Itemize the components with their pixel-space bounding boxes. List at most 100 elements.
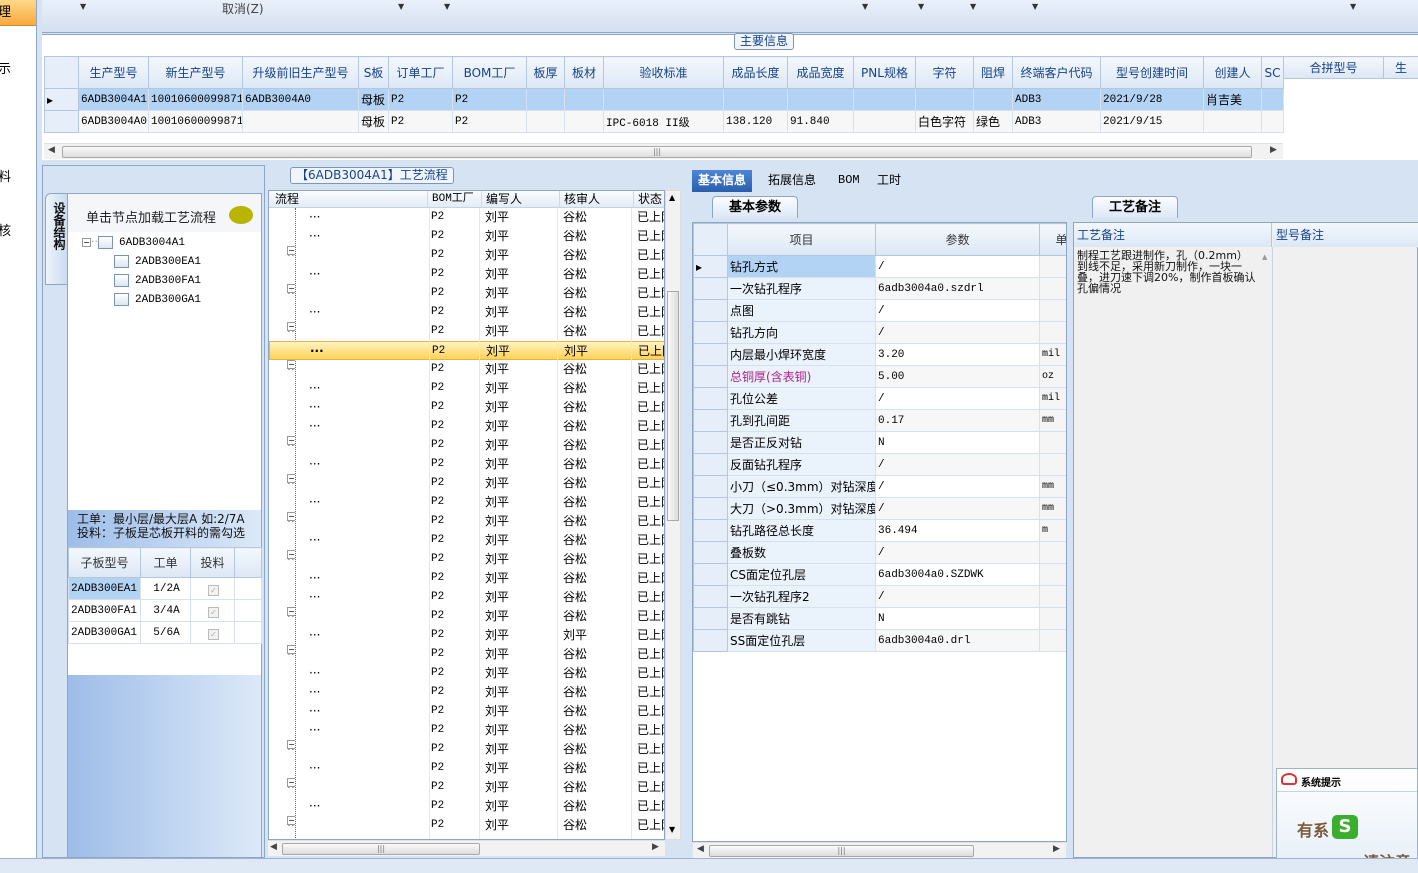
param-row[interactable]: 反面钻孔程序 / xyxy=(693,453,1066,476)
column-header[interactable]: 新生产型号 xyxy=(148,56,243,89)
process-row[interactable]: ··· 减薄铜1 P2 刘平 谷松 已上网 xyxy=(269,797,664,816)
process-row[interactable]: ··· 陶瓷磨板 P2 刘平 谷松 已上网 xyxy=(269,759,664,778)
param-value[interactable]: 6adb3004a0.szdrl xyxy=(875,277,1040,300)
dropdown-arrow-icon[interactable]: ▼ xyxy=(970,2,977,11)
nav-item-0[interactable]: 理 xyxy=(0,0,36,26)
nav-item-2[interactable]: 料 xyxy=(0,170,12,185)
param-row[interactable]: 孔到孔间距 0.17 mm xyxy=(693,409,1066,432)
dropdown-arrow-icon[interactable]: ▼ xyxy=(918,2,925,11)
row-selector[interactable] xyxy=(693,629,728,652)
row-selector[interactable] xyxy=(693,453,728,476)
param-row[interactable]: 钻孔方向 / xyxy=(693,321,1066,344)
scroll-left-icon[interactable]: ◀ xyxy=(48,145,55,155)
checkbox-checked-icon[interactable]: ✓ xyxy=(208,628,219,640)
process-row[interactable]: ··· 树脂塞孔 P2 刘平 谷松 已上网 xyxy=(269,702,664,721)
param-row[interactable]: 内层最小焊环宽度 3.20 mil xyxy=(693,343,1066,366)
process-row[interactable]: ··· 终固化 P2 刘平 谷松 已上网 xyxy=(269,721,664,740)
collapse-icon[interactable]: − xyxy=(287,360,295,369)
process-row[interactable]: ··· 打字喽 P2 刘平 谷松 已上网 xyxy=(269,208,664,227)
column-header[interactable]: 核审人 xyxy=(559,191,633,208)
collapse-icon[interactable]: − xyxy=(287,512,295,521)
process-remark-text[interactable]: 制程工艺跟进制作，孔（0.2mm）到线不足，采用新刀制作，一块一叠，进刀速下调2… xyxy=(1077,249,1256,295)
dropdown-arrow-icon[interactable]: ▼ xyxy=(862,2,869,11)
column-header[interactable]: 生产型号 xyxy=(78,56,149,89)
collapse-icon[interactable]: − xyxy=(287,474,295,483)
param-row[interactable]: 是否有跳钻 N xyxy=(693,607,1066,630)
param-value[interactable]: N xyxy=(875,431,1040,454)
table-row[interactable]: ▸ 6ADB3004A1 10010600099871 6ADB3004A0 母板 P2 P… xyxy=(44,88,1284,111)
column-header[interactable]: 板厚 xyxy=(526,56,565,89)
scroll-thumb[interactable]: ||| xyxy=(282,843,480,855)
process-row[interactable]: ··· 烘板 P2 刘平 谷松 已上网 xyxy=(269,227,664,246)
column-header[interactable]: PNL规格 xyxy=(853,56,916,89)
table-row[interactable]: 6ADB3004A0 10010600099871 母板 P2 P2 IPC-6018 I… xyxy=(44,110,1284,133)
row-selector[interactable] xyxy=(693,277,728,300)
process-row[interactable]: −·· 沉铜1 P2 刘平 谷松 已上网 xyxy=(269,360,664,379)
process-row[interactable]: −·· 钻孔 P2 刘平 谷松 已上网 xyxy=(269,322,664,341)
scroll-right-icon[interactable]: ▶ xyxy=(1053,844,1060,854)
cancel-button[interactable]: 取消(Z) xyxy=(222,2,264,16)
param-value[interactable]: / xyxy=(875,387,1040,410)
subtab-basic-params[interactable]: 基本参数 xyxy=(712,196,799,218)
column-header[interactable]: 创建人 xyxy=(1203,56,1262,89)
dropdown-arrow-icon[interactable]: ▼ xyxy=(398,2,405,11)
nav-item-1[interactable]: 示 xyxy=(0,62,12,77)
param-value[interactable]: / xyxy=(875,497,1040,520)
column-header[interactable]: 编写人 xyxy=(481,191,559,208)
column-header[interactable]: 验收标准 xyxy=(603,56,724,89)
process-row[interactable]: ··· 树脂钻孔 P2 刘平 刘平 已上网 xyxy=(269,341,664,360)
param-row[interactable]: 小刀（≤0.3mm）对钻深度 / mm xyxy=(693,475,1066,498)
param-row[interactable]: 大刀（>0.3mm）对钻深度 / mm xyxy=(693,497,1066,520)
tab-basic-info[interactable]: 基本信息 xyxy=(692,170,753,192)
process-row[interactable]: −·· 电镀 P2 刘平 谷松 已上网 xyxy=(269,436,664,455)
row-selector[interactable] xyxy=(693,299,728,322)
row-selector[interactable] xyxy=(693,563,728,586)
process-hscrollbar[interactable]: ◀ ||| ▶ xyxy=(268,840,665,856)
param-row[interactable]: 点图 / xyxy=(693,299,1066,322)
dropdown-arrow-icon[interactable]: ▼ xyxy=(1350,2,1357,11)
row-selector[interactable] xyxy=(693,431,728,454)
main-info-table[interactable]: 生产型号 新生产型号 升级前旧生产型号 S板 订单工厂 BOM工厂 板厚 板材 验收标准 成品长度… xyxy=(44,56,1284,133)
tab-device-structure[interactable]: 设备结构 xyxy=(45,193,68,285)
param-row[interactable]: 一次钻孔程序 6adb3004a0.szdrl xyxy=(693,277,1066,300)
collapse-icon[interactable]: − xyxy=(287,740,295,749)
param-value[interactable]: 36.494 xyxy=(875,519,1040,542)
row-selector[interactable] xyxy=(693,519,728,542)
row-selector[interactable] xyxy=(693,343,728,366)
scroll-right-icon[interactable]: ▶ xyxy=(652,842,659,852)
column-header[interactable]: 子板型号 xyxy=(68,547,141,578)
tab-work-hours[interactable]: 工时 xyxy=(877,173,902,187)
process-row[interactable]: −·· 沉铜 P2 刘平 谷松 已上网 xyxy=(269,246,664,265)
scroll-thumb[interactable]: ||| xyxy=(62,146,1252,158)
row-selector[interactable] xyxy=(693,541,728,564)
process-row[interactable]: −·· 外层蚀刻1 P2 刘平 谷松 已上网 xyxy=(269,550,664,569)
process-row[interactable]: ··· 阻焊前处理 P2 刘平 谷松 已上网 xyxy=(269,664,664,683)
tab-bom[interactable]: BOM xyxy=(838,173,860,187)
table-row[interactable]: 2ADB300EA1 1/2A ✓ xyxy=(68,577,262,600)
tab-extended-info[interactable]: 拓展信息 xyxy=(768,173,817,187)
column-header[interactable]: BOM工厂 xyxy=(427,191,481,208)
process-row[interactable]: −·· 图形电镀1 P2 刘平 谷松 已上网 xyxy=(269,474,664,493)
column-header[interactable]: 流程 xyxy=(275,192,300,206)
row-selector[interactable] xyxy=(44,110,79,133)
column-header[interactable]: BOM工厂 xyxy=(452,56,527,89)
row-selector[interactable] xyxy=(693,365,728,388)
process-vscrollbar[interactable]: ▲ ▼ xyxy=(665,190,681,840)
process-row[interactable]: ··· 减薄铜 P2 刘平 谷松 已上网 xyxy=(269,303,664,322)
scroll-up-icon[interactable]: ▲ xyxy=(669,193,676,202)
feed-checkbox[interactable]: ✓ xyxy=(190,599,235,622)
checkbox-checked-icon[interactable]: ✓ xyxy=(208,606,219,618)
param-row[interactable]: ▸ 钻孔方式 / xyxy=(693,255,1066,278)
process-row[interactable]: ··· 镀锡1 P2 刘平 谷松 已上网 xyxy=(269,493,664,512)
collapse-icon[interactable]: − xyxy=(287,607,295,616)
column-header[interactable]: 项目 xyxy=(727,223,876,256)
row-selector[interactable] xyxy=(693,409,728,432)
tree-node-child[interactable]: 2ADB300GA1 xyxy=(114,290,201,308)
param-value[interactable]: / xyxy=(875,299,1040,322)
row-selector[interactable] xyxy=(693,497,728,520)
scroll-right-icon[interactable]: ▶ xyxy=(1270,145,1277,155)
param-value[interactable]: 6adb3004a0.drl xyxy=(875,629,1040,652)
param-value[interactable]: 5.00 xyxy=(875,365,1040,388)
scroll-thumb[interactable]: ||| xyxy=(709,845,974,857)
